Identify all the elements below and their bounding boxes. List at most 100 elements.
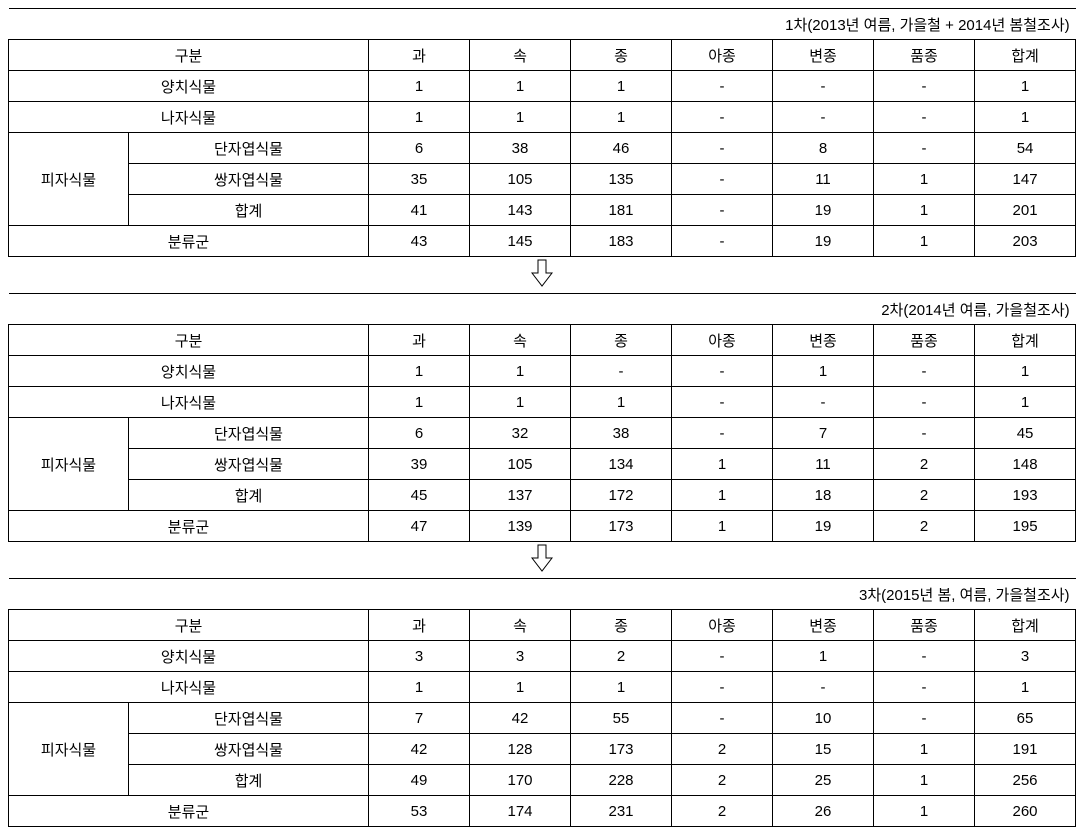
col-header: 품종 (874, 610, 975, 641)
cell: 135 (571, 164, 672, 195)
cell: 201 (975, 195, 1076, 226)
cell: 1 (571, 102, 672, 133)
row-label: 단자엽식물 (129, 418, 369, 449)
col-header-rowlabel: 구분 (9, 40, 369, 71)
row-label: 나자식물 (9, 672, 369, 703)
cell: 231 (571, 796, 672, 827)
down-arrow-icon (8, 257, 1076, 293)
cell: - (672, 164, 773, 195)
table-row: 합계 41 143 181 - 19 1 201 (9, 195, 1076, 226)
cell: 1 (369, 672, 470, 703)
cell: 1 (369, 71, 470, 102)
col-header-rowlabel: 구분 (9, 610, 369, 641)
cell: 7 (369, 703, 470, 734)
survey-table-3: 3차(2015년 봄, 여름, 가을철조사) 구분 과 속 종 아종 변종 품종… (8, 578, 1076, 827)
row-label: 쌍자엽식물 (129, 164, 369, 195)
cell: 2 (672, 765, 773, 796)
table-row: 양치식물 3 3 2 - 1 - 3 (9, 641, 1076, 672)
cell: - (874, 133, 975, 164)
cell: 1 (874, 796, 975, 827)
table-row: 합계 49 170 228 2 25 1 256 (9, 765, 1076, 796)
cell: 105 (470, 449, 571, 480)
cell: 145 (470, 226, 571, 257)
cell: - (874, 71, 975, 102)
cell: 172 (571, 480, 672, 511)
cell: 1 (672, 449, 773, 480)
row-label: 양치식물 (9, 641, 369, 672)
cell: 1 (773, 356, 874, 387)
cell: 2 (874, 511, 975, 542)
cell: 6 (369, 418, 470, 449)
cell: 1 (470, 387, 571, 418)
cell: 7 (773, 418, 874, 449)
col-header: 속 (470, 325, 571, 356)
row-label: 양치식물 (9, 71, 369, 102)
cell: 1 (369, 387, 470, 418)
cell: 42 (470, 703, 571, 734)
cell: - (874, 387, 975, 418)
col-header-rowlabel: 구분 (9, 325, 369, 356)
table-row: 쌍자엽식물 35 105 135 - 11 1 147 (9, 164, 1076, 195)
cell: 193 (975, 480, 1076, 511)
table-row: 나자식물 1 1 1 - - - 1 (9, 672, 1076, 703)
cell: 128 (470, 734, 571, 765)
table-row: 피자식물 단자엽식물 6 32 38 - 7 - 45 (9, 418, 1076, 449)
cell: 1 (975, 71, 1076, 102)
cell: 42 (369, 734, 470, 765)
cell: - (773, 672, 874, 703)
cell: 1 (470, 102, 571, 133)
table-row: 쌍자엽식물 39 105 134 1 11 2 148 (9, 449, 1076, 480)
cell: 174 (470, 796, 571, 827)
row-label: 쌍자엽식물 (129, 449, 369, 480)
cell: 147 (975, 164, 1076, 195)
cell: 38 (571, 418, 672, 449)
cell: 2 (874, 480, 975, 511)
col-header: 과 (369, 40, 470, 71)
cell: 256 (975, 765, 1076, 796)
row-label: 쌍자엽식물 (129, 734, 369, 765)
col-header: 종 (571, 610, 672, 641)
cell: - (773, 387, 874, 418)
cell: 1 (874, 164, 975, 195)
cell: 1 (470, 356, 571, 387)
cell: 3 (975, 641, 1076, 672)
col-header: 품종 (874, 40, 975, 71)
cell: 2 (672, 734, 773, 765)
row-label: 양치식물 (9, 356, 369, 387)
col-header: 아종 (672, 610, 773, 641)
row-label: 나자식물 (9, 102, 369, 133)
table-row: 나자식물 1 1 1 - - - 1 (9, 387, 1076, 418)
row-label: 합계 (129, 765, 369, 796)
header-row: 구분 과 속 종 아종 변종 품종 합계 (9, 610, 1076, 641)
cell: 41 (369, 195, 470, 226)
cell: 3 (470, 641, 571, 672)
table-row: 양치식물 1 1 1 - - - 1 (9, 71, 1076, 102)
table-title: 3차(2015년 봄, 여름, 가을철조사) (9, 579, 1076, 610)
cell: 181 (571, 195, 672, 226)
cell: 6 (369, 133, 470, 164)
cell: 1 (672, 480, 773, 511)
cell: - (672, 387, 773, 418)
row-group-label: 피자식물 (9, 133, 129, 226)
table-title: 1차(2013년 여름, 가을철 + 2014년 봄철조사) (9, 9, 1076, 40)
header-row: 구분 과 속 종 아종 변종 품종 합계 (9, 40, 1076, 71)
row-label: 합계 (129, 195, 369, 226)
cell: - (874, 418, 975, 449)
table-title: 2차(2014년 여름, 가을철조사) (9, 294, 1076, 325)
cell: 1 (672, 511, 773, 542)
col-header: 변종 (773, 325, 874, 356)
cell: 19 (773, 195, 874, 226)
table-row: 피자식물 단자엽식물 6 38 46 - 8 - 54 (9, 133, 1076, 164)
cell: 170 (470, 765, 571, 796)
cell: 45 (369, 480, 470, 511)
cell: 1 (369, 102, 470, 133)
cell: 11 (773, 449, 874, 480)
cell: 45 (975, 418, 1076, 449)
row-label: 단자엽식물 (129, 703, 369, 734)
cell: 38 (470, 133, 571, 164)
table-row: 합계 45 137 172 1 18 2 193 (9, 480, 1076, 511)
cell: 1 (874, 226, 975, 257)
cell: 43 (369, 226, 470, 257)
cell: 46 (571, 133, 672, 164)
cell: 173 (571, 511, 672, 542)
